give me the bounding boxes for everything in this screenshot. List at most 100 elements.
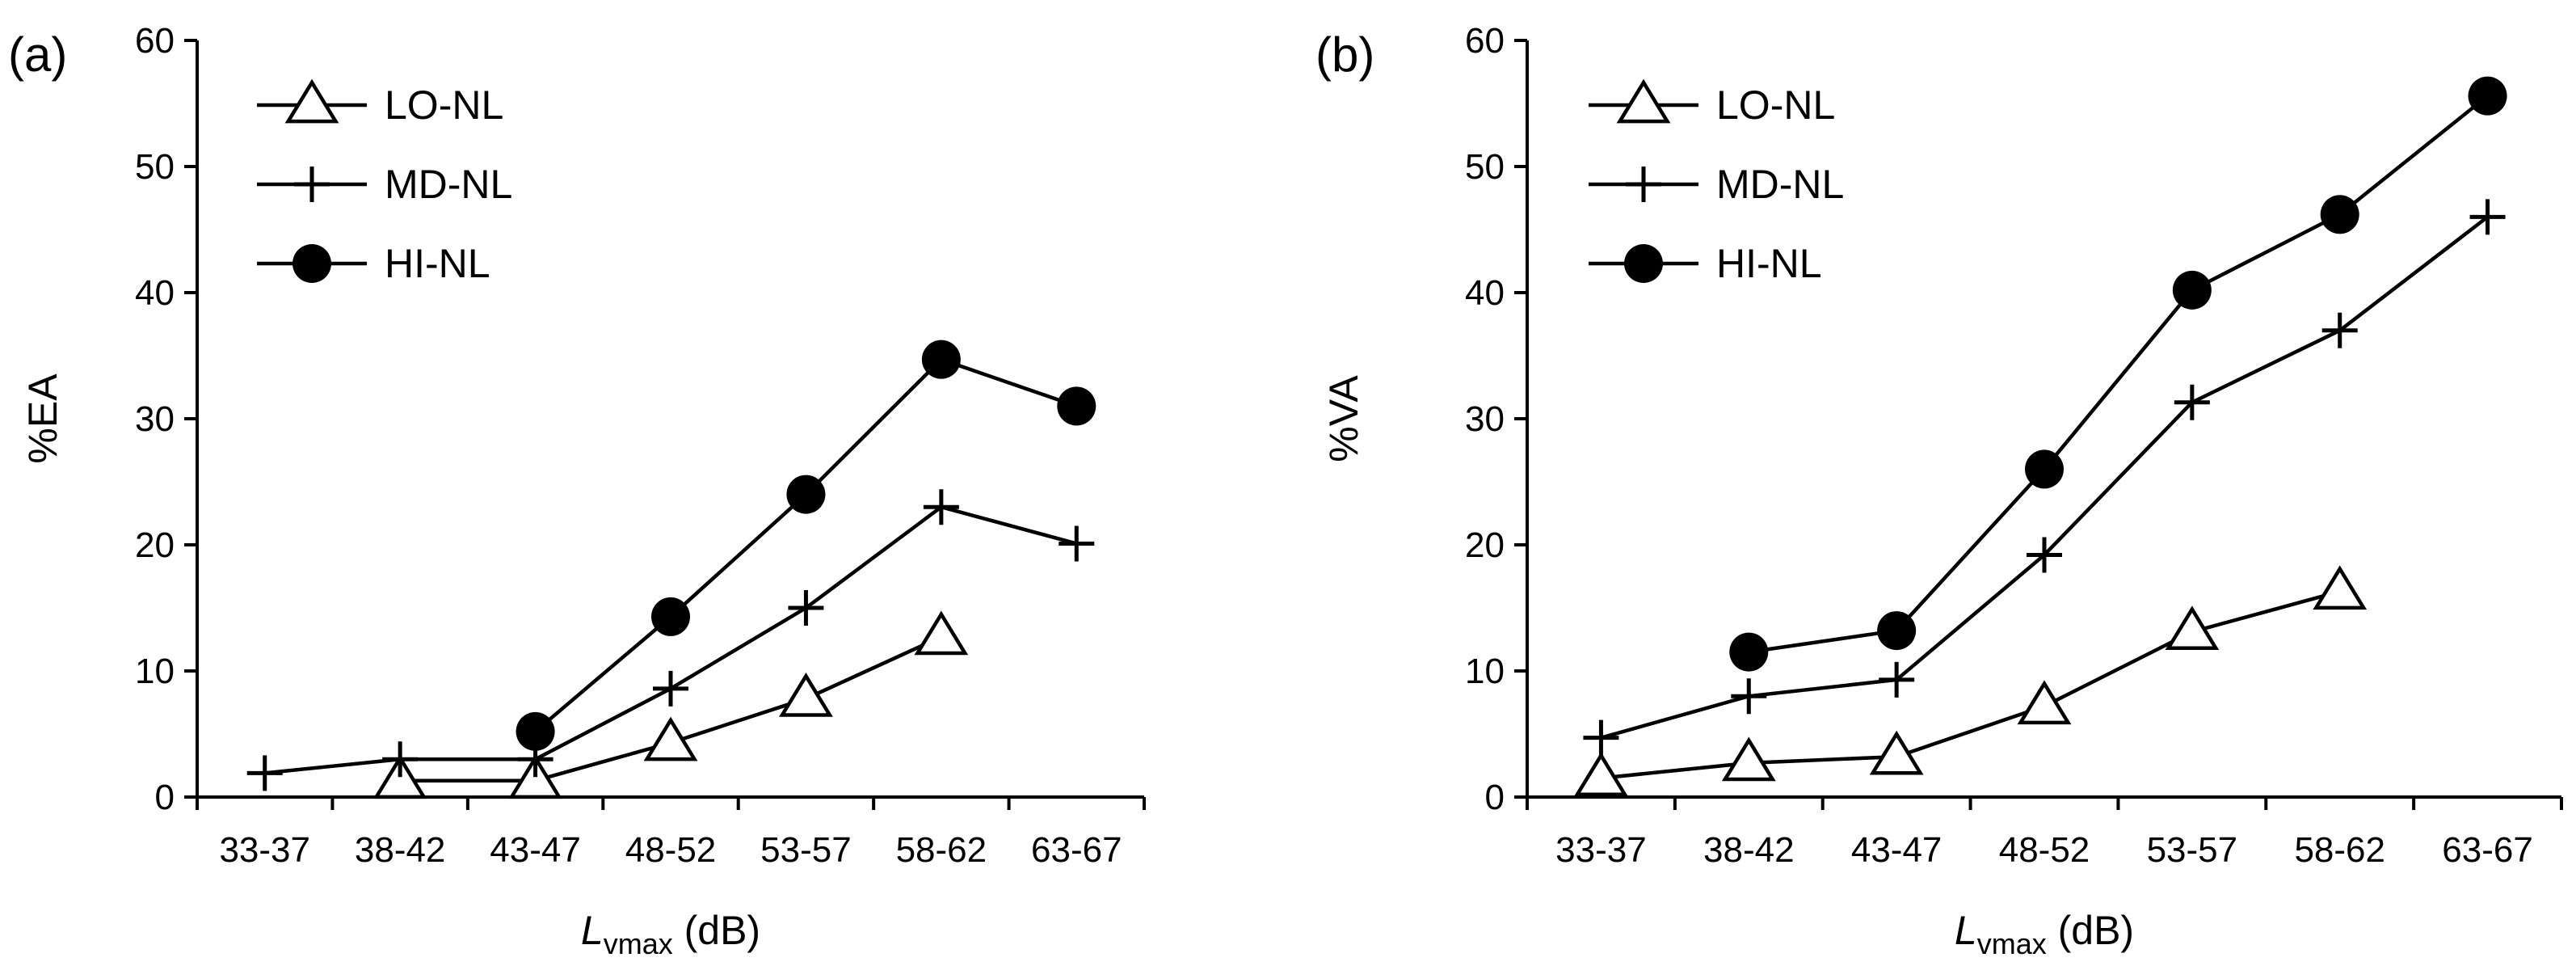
panel-a-legend-lo-nl: LO-NL	[257, 78, 503, 128]
panel-b-series-md-nl-point-63-67	[2469, 199, 2506, 235]
panel-b-series-md-nl-point-38-42	[1731, 678, 1767, 715]
panel-a-legend: LO-NL MD-NL HI-NL	[257, 78, 512, 286]
panel-b-series-md-nl-point-43-47	[1879, 661, 1915, 698]
panel-a-series-hi-nl-point-58-62	[921, 340, 961, 379]
panel-b-legend-md-nl-label: MD-NL	[1716, 162, 1844, 207]
panel-b-series-hi-nl-point-48-52	[2025, 449, 2064, 489]
panel-a-series-hi-nl	[516, 340, 1096, 751]
panel-b-label: (b)	[1315, 27, 1374, 82]
panel-b-xtick-label-63-67: 63-67	[2442, 830, 2533, 870]
panel-b-series-lo-nl-line	[1601, 589, 2341, 780]
panel-b-ytick-label-10: 10	[1465, 652, 1505, 691]
panel-a-series-lo-nl-point-38-42	[373, 754, 427, 799]
panel-b-legend-hi-nl-label: HI-NL	[1716, 241, 1822, 286]
panel-b-legend-lo-nl-marker	[1616, 78, 1671, 124]
panel-a-legend-hi-nl-label: HI-NL	[385, 241, 490, 286]
panel-b-xtick-label-43-47: 43-47	[1851, 830, 1943, 870]
panel-b-series-md-nl-point-33-37	[1583, 719, 1619, 756]
panel-b-series-hi-nl-point-53-57	[2172, 270, 2212, 310]
panel-a-series-lo-nl-point-48-52	[643, 716, 698, 761]
panel-a-series-md-nl	[246, 489, 1095, 791]
panel-b-series-hi-nl-point-43-47	[1877, 611, 1917, 651]
panel-b-legend-lo-nl-label: LO-NL	[1716, 82, 1835, 128]
panel-b-series-lo-nl-point-38-42	[1721, 736, 1776, 782]
panel-a-series-md-nl-point-48-52	[653, 670, 688, 707]
panel-b-legend: LO-NL MD-NL HI-NL	[1589, 78, 1844, 286]
panel-b-series-md-nl-point-48-52	[2027, 537, 2062, 573]
panel-a-series-md-nl-point-63-67	[1059, 525, 1095, 562]
panel-b-ytick-label-40: 40	[1465, 273, 1505, 313]
panel-a-xtick-label-48-52: 48-52	[625, 830, 717, 870]
panel-a-series-md-nl-point-33-37	[246, 755, 283, 791]
panel-a: 0 10 20 30 40 50 60 33-37 38-42 43-47 48-52 53-57 58…	[8, 21, 1146, 960]
panel-a-series-hi-nl-point-48-52	[651, 597, 690, 636]
panel-a-xtick-label-33-37: 33-37	[219, 830, 310, 870]
panel-b-series-lo-nl	[1574, 565, 2368, 797]
panel-a-legend-md-nl: MD-NL	[257, 162, 512, 207]
panel-b-xtick-label-48-52: 48-52	[1999, 830, 2090, 870]
panel-a-legend-md-nl-label: MD-NL	[385, 162, 512, 207]
panel-b-xtick-label-58-62: 58-62	[2294, 830, 2385, 870]
panel-b-ytick-label-50: 50	[1465, 147, 1505, 187]
panel-a-legend-hi-nl: HI-NL	[257, 241, 490, 286]
panel-b-ytick-label-30: 30	[1465, 399, 1505, 439]
panel-a-ytick-label-30: 30	[135, 399, 175, 439]
panel-a-series-md-nl-point-53-57	[788, 590, 824, 626]
panel-a-series-hi-nl-point-43-47	[516, 711, 555, 751]
panel-b-series-lo-nl-point-48-52	[2017, 680, 2072, 725]
panel-a-ytick-label-60: 60	[135, 21, 175, 61]
panel-a-x-axis-title: Lvmax (dB)	[581, 908, 760, 960]
panel-a-series-lo-nl-point-58-62	[914, 610, 969, 656]
panel-b-ytick-label-0: 0	[1485, 778, 1505, 817]
panel-b-xtick-label-53-57: 53-57	[2147, 830, 2238, 870]
panel-a-xtick-label-43-47: 43-47	[490, 830, 581, 870]
panel-b-series-lo-nl-point-43-47	[1869, 730, 1924, 775]
panel-b-ytick-label-20: 20	[1465, 525, 1505, 565]
panel-a-series-lo-nl	[373, 610, 969, 799]
panel-b-xtick-label-38-42: 38-42	[1703, 830, 1795, 870]
panel-a-xtick-label-53-57: 53-57	[760, 830, 852, 870]
panel-a-ytick-label-20: 20	[135, 525, 175, 565]
panel-a-legend-hi-nl-marker	[293, 244, 331, 283]
panel-b-series-lo-nl-point-58-62	[2313, 565, 2368, 610]
panel-a-xtick-label-63-67: 63-67	[1031, 830, 1122, 870]
panel-b-series-hi-nl-point-58-62	[2320, 195, 2359, 234]
panel-b-series-hi-nl	[1729, 76, 2507, 672]
panel-b-series-md-nl-point-53-57	[2174, 384, 2210, 420]
panel-b-legend-lo-nl: LO-NL	[1589, 78, 1835, 128]
panel-b-legend-md-nl: MD-NL	[1589, 162, 1844, 207]
panel-a-xtick-label-58-62: 58-62	[896, 830, 987, 870]
panel-a-label: (a)	[8, 27, 67, 82]
panel-b-series-hi-nl-point-38-42	[1729, 632, 1769, 672]
panel-a-ytick-label-50: 50	[135, 147, 175, 187]
panel-b-legend-hi-nl-marker	[1624, 244, 1663, 283]
panel-b-series-lo-nl-point-33-37	[1574, 752, 1628, 797]
panel-a-series-lo-nl-point-43-47	[508, 754, 562, 799]
panel-a-series-md-nl-point-58-62	[923, 489, 959, 525]
panel-a-ytick-label-40: 40	[135, 273, 175, 313]
panel-a-series-md-nl-point-38-42	[382, 741, 419, 778]
panel-b-xtick-label-33-37: 33-37	[1555, 830, 1647, 870]
panel-b-series-md-nl-point-58-62	[2321, 312, 2358, 348]
panel-a-series-hi-nl-point-63-67	[1057, 386, 1096, 426]
panel-b: 0 10 20 30 40 50 60 33-37 38-42 43-47 48-52 53-57 58…	[1315, 21, 2563, 960]
panel-a-legend-lo-nl-marker	[284, 78, 339, 124]
panel-b-series-md-nl	[1583, 199, 2506, 756]
panel-a-xtick-label-38-42: 38-42	[355, 830, 446, 870]
panel-a-legend-md-nl-marker	[294, 167, 330, 202]
panel-b-series-hi-nl-line	[1748, 94, 2489, 654]
panel-b-series-lo-nl-point-53-57	[2165, 605, 2220, 651]
panel-b-series-hi-nl-point-63-67	[2468, 76, 2507, 116]
panel-b-legend-hi-nl: HI-NL	[1589, 241, 1822, 286]
panel-a-ytick-label-10: 10	[135, 652, 175, 691]
panel-b-y-axis-title: %VA	[1321, 375, 1366, 462]
panel-a-series-hi-nl-point-53-57	[786, 475, 826, 514]
panel-a-series-lo-nl-point-53-57	[779, 673, 833, 717]
panel-b-ytick-label-60: 60	[1465, 21, 1505, 61]
panel-a-ytick-label-0: 0	[155, 778, 175, 817]
panel-a-y-axis-title: %EA	[20, 373, 65, 464]
panel-b-x-axis-title: Lvmax (dB)	[1955, 908, 2134, 960]
panel-b-legend-md-nl-marker	[1626, 167, 1661, 202]
panel-a-legend-lo-nl-label: LO-NL	[385, 82, 503, 128]
